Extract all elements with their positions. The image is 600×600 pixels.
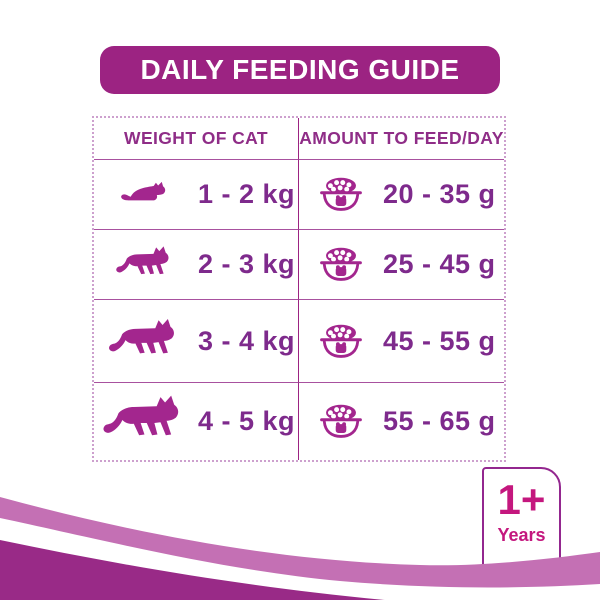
food-bowl-kibble-icon xyxy=(319,321,363,362)
title-banner: DAILY FEEDING GUIDE xyxy=(100,46,500,94)
table-row-4-weight-cell: 4 - 5 kg xyxy=(94,383,299,460)
table-row-2-amount-cell: 25 - 45 g xyxy=(299,230,504,300)
cat-silhouette-icon xyxy=(119,180,173,209)
table-row-1-weight-cell: 1 - 2 kg xyxy=(94,160,299,230)
table-row-3-weight-cell: 3 - 4 kg xyxy=(94,300,299,383)
amount-value: 25 - 45 g xyxy=(383,249,496,279)
age-badge-number: 1+ xyxy=(497,476,546,523)
food-bowl-kibble-icon xyxy=(319,174,363,215)
weight-value: 2 - 3 kg xyxy=(198,249,296,279)
table-row-4-amount-cell: 55 - 65 g xyxy=(299,383,504,460)
table-row-2-weight-cell: 2 - 3 kg xyxy=(94,230,299,300)
cat-silhouette-icon xyxy=(100,391,192,452)
amount-value: 45 - 55 g xyxy=(383,325,496,356)
column-header-amount-label: AMOUNT TO FEED/DAY xyxy=(299,128,504,148)
weight-value: 3 - 4 kg xyxy=(198,325,296,356)
food-bowl-kibble-icon xyxy=(319,401,363,442)
weight-value: 1 - 2 kg xyxy=(198,179,296,209)
page-title: DAILY FEEDING GUIDE xyxy=(140,54,460,85)
table-row-3-amount-cell: 45 - 55 g xyxy=(299,300,504,383)
column-header-weight: WEIGHT OF CAT xyxy=(94,118,299,160)
amount-value: 55 - 65 g xyxy=(383,406,496,436)
column-header-weight-label: WEIGHT OF CAT xyxy=(124,128,268,148)
cat-silhouette-icon xyxy=(106,315,186,368)
food-bowl-kibble-icon xyxy=(319,244,363,285)
column-header-amount: AMOUNT TO FEED/DAY xyxy=(299,118,504,160)
amount-value: 20 - 35 g xyxy=(383,179,496,209)
table-row-1-amount-cell: 20 - 35 g xyxy=(299,160,504,230)
cat-silhouette-icon xyxy=(114,243,178,286)
weight-value: 4 - 5 kg xyxy=(198,406,296,436)
age-badge-unit: Years xyxy=(497,525,546,545)
age-badge: 1+ Years xyxy=(482,467,561,577)
feeding-table: WEIGHT OF CAT AMOUNT TO FEED/DAY 1 - 2 k… xyxy=(92,116,506,462)
